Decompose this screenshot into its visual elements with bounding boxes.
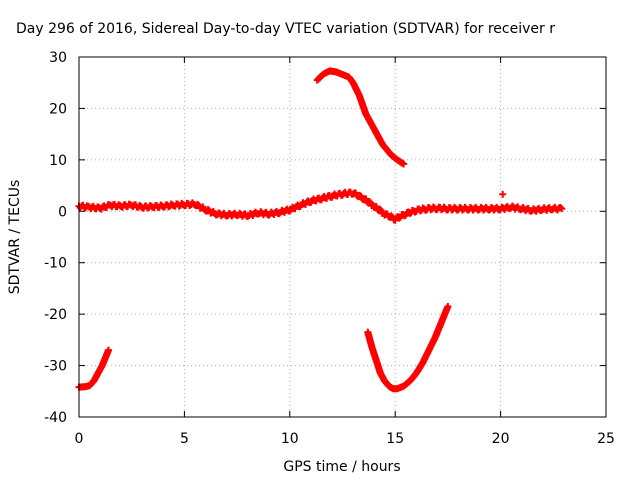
- y-tick-label: -40: [44, 410, 67, 426]
- x-tick-label: 0: [75, 431, 84, 447]
- y-tick-label: 10: [49, 153, 67, 169]
- data-points: [75, 67, 566, 393]
- x-tick-label: 15: [386, 431, 404, 447]
- y-tick-label: 20: [49, 101, 67, 117]
- y-tick-label: -10: [44, 256, 67, 272]
- chart-title: Day 296 of 2016, Sidereal Day-to-day VTE…: [16, 21, 555, 37]
- y-tick-label: -20: [44, 307, 67, 323]
- baseline-point: [194, 200, 202, 208]
- baseline-point: [558, 205, 566, 213]
- y-axis-label: SDTVAR / TECUs: [7, 180, 23, 295]
- x-tick-label: 5: [180, 431, 189, 447]
- grid: [79, 57, 606, 417]
- baseline-point: [365, 198, 373, 206]
- outlier-point: [499, 190, 507, 198]
- high-arc-point: [400, 160, 408, 168]
- x-axis-label: GPS time / hours: [283, 459, 400, 475]
- x-tick-label: 20: [492, 431, 510, 447]
- plot-frame: [78, 56, 607, 418]
- baseline-point: [204, 206, 212, 214]
- x-tick-label: 10: [281, 431, 299, 447]
- low-arc-point: [444, 302, 452, 310]
- y-tick-label: 30: [49, 50, 67, 66]
- axis-ticks: 0 5 10 15 20 25 -40 -30 -20 -10 0 10 20 30: [44, 50, 615, 447]
- baseline-point: [387, 212, 395, 220]
- y-tick-label: 0: [58, 204, 67, 220]
- early-segment-point: [105, 346, 113, 354]
- x-tick-label: 25: [597, 431, 615, 447]
- y-tick-label: -30: [44, 359, 67, 375]
